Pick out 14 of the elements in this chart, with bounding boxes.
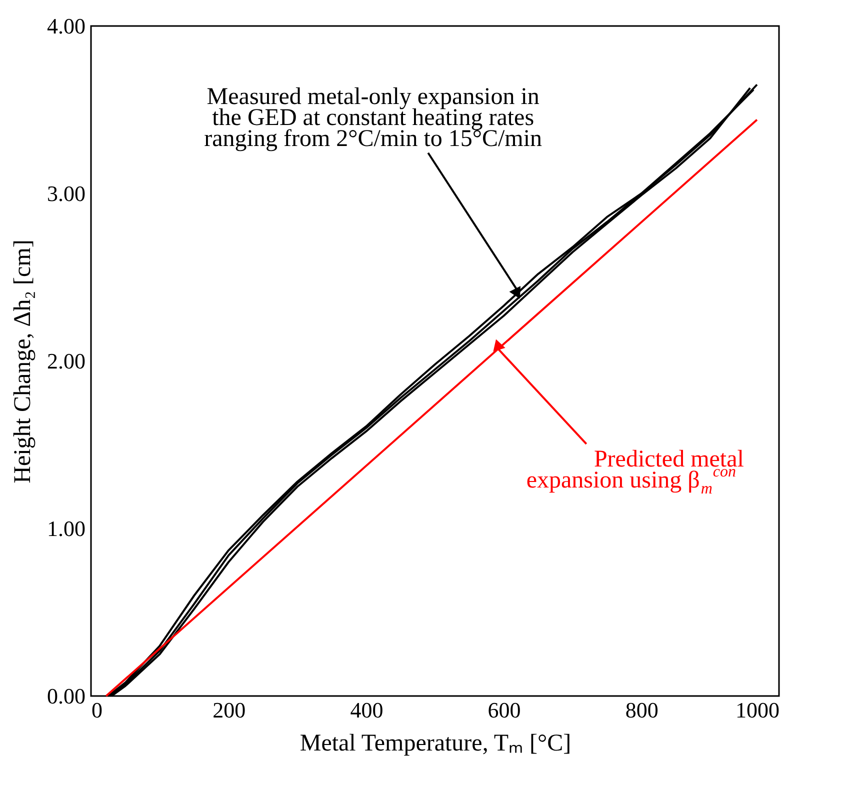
y-tick-label: 2.00 [47, 348, 86, 374]
x-tick-label: 400 [350, 698, 384, 722]
y-tick-label: 3.00 [47, 181, 86, 206]
annotation: Measured metal-only expansion in the GED at constant heating rates ranging from 2°C/min to 15°C/min [204, 84, 542, 152]
y-tick-label: 1.00 [47, 516, 86, 541]
x-tick-label: 600 [488, 698, 521, 722]
x-tick-label: 1000 [736, 698, 780, 722]
x-tick-label: 0 [92, 698, 102, 722]
y-tick-label: 0.00 [47, 684, 86, 708]
x-tick-label: 200 [212, 698, 246, 722]
y-axis-title: Height Change, Δh₂ [cm] [10, 240, 36, 484]
x-axis-title: Metal Temperature, Tₘ [°C] [300, 730, 572, 756]
y-tick-label: 4.00 [47, 14, 86, 38]
x-tick-label: 800 [625, 698, 658, 722]
